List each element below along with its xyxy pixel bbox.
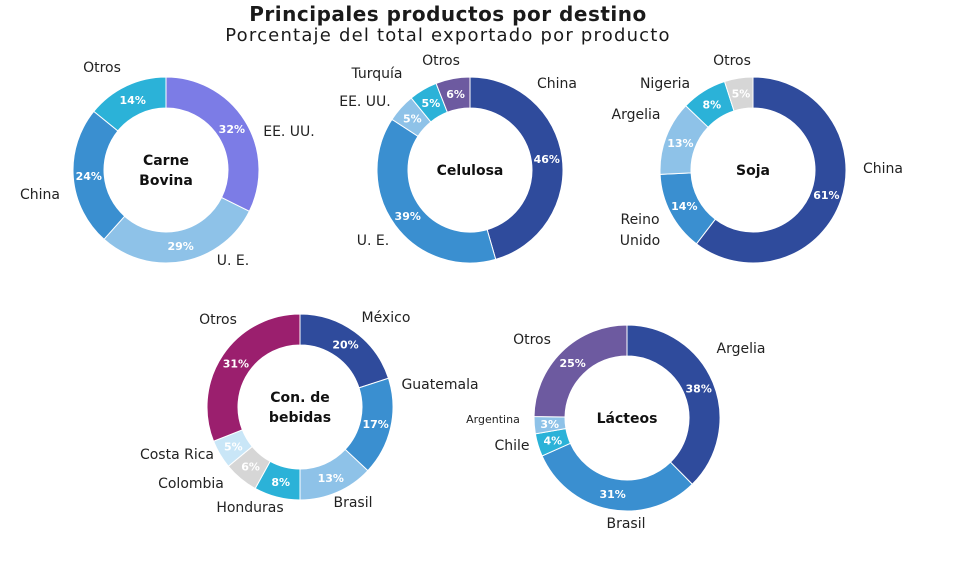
donut-center-label: Con. de (270, 390, 330, 406)
slice-value-label: 5% (224, 440, 243, 453)
donut-center-label: Lácteos (597, 411, 658, 427)
slice-value-label: 13% (667, 137, 693, 150)
slice-value-label: 6% (241, 461, 260, 474)
slice-value-label: 3% (540, 418, 559, 431)
slice-category-label: Argelia (612, 107, 661, 123)
slice-category-label: U. E. (217, 253, 249, 269)
slice-value-label: 5% (403, 112, 422, 125)
slice-category-label: Chile (494, 438, 529, 454)
slice-value-label: 5% (422, 97, 441, 110)
donut-slice (376, 118, 497, 264)
donut-chart: 46% China 39% U. E. 5% EE. UU. 5% Turquía 6% Otro… (339, 53, 577, 264)
donut-center-label: Bovina (139, 173, 193, 189)
slice-category-label: Brasil (333, 495, 372, 511)
slice-category-label: Argelia (717, 341, 766, 357)
slice-category-label: U. E. (357, 233, 389, 249)
slice-value-label: 46% (534, 153, 560, 166)
slice-value-label: 32% (219, 123, 245, 136)
donut-slice (695, 76, 847, 264)
slice-value-label: 17% (362, 418, 388, 431)
donut-slice (435, 76, 471, 113)
slice-category-label: China (863, 161, 903, 177)
donut-slice (533, 324, 628, 418)
donut-slice (165, 76, 260, 212)
slice-category-label: Brasil (606, 516, 645, 532)
slice-value-label: 29% (167, 240, 193, 253)
slice-category-label: Nigeria (640, 76, 690, 92)
slice-value-label: 13% (318, 472, 344, 485)
slice-category-label: Honduras (216, 500, 283, 516)
slice-category-label: Otros (422, 53, 460, 69)
slice-value-label: 25% (559, 357, 585, 370)
donut-slice (206, 313, 301, 442)
slice-category-label: EE. UU. (339, 94, 391, 110)
donut-center-label: Carne (143, 153, 189, 169)
slice-value-label: 14% (671, 200, 697, 213)
slice-category-label: Turquía (350, 66, 402, 82)
slice-category-label: EE. UU. (263, 124, 315, 140)
slice-category-label: Guatemala (401, 377, 478, 393)
slice-value-label: 5% (732, 87, 751, 100)
slice-category-label: Argentina (466, 413, 520, 426)
donut-chart: 38% Argelia 31% Brasil 4% Chile 3% Argentina 25%… (466, 324, 766, 532)
donut-center-label: bebidas (269, 410, 331, 426)
slice-category-label: Otros (199, 312, 237, 328)
donut-center-label: Soja (736, 163, 770, 179)
donut-slice (469, 76, 564, 260)
slice-value-label: 20% (332, 338, 358, 351)
slice-value-label: 6% (446, 88, 465, 101)
donut-center-label: Celulosa (437, 163, 504, 179)
slice-value-label: 8% (702, 98, 721, 111)
slice-value-label: 31% (223, 357, 249, 370)
slice-category-label: Costa Rica (140, 447, 214, 463)
donut-slice (723, 76, 754, 112)
slice-category-label: Otros (513, 332, 551, 348)
slice-value-label: 31% (599, 488, 625, 501)
slice-value-label: 39% (395, 210, 421, 223)
slice-category-label: Reino Unido (620, 212, 660, 249)
slice-category-label: Colombia (158, 476, 224, 492)
slice-value-label: 8% (271, 476, 290, 489)
slice-category-label: México (362, 310, 411, 326)
donut-chart: 32% EE. UU. 29% U. E. 24% China 14% Otros Carne B… (20, 60, 315, 269)
donut-chart: 20% México 17% Guatemala 13% Brasil 8% Honduras… (140, 310, 479, 516)
slice-category-label: Otros (83, 60, 121, 76)
slice-value-label: 24% (76, 170, 102, 183)
donut-slice (626, 324, 721, 485)
chart-title: Principales productos por destino (249, 2, 647, 26)
slice-value-label: 4% (544, 435, 563, 448)
chart-subtitle: Porcentaje del total exportado por produ… (225, 25, 671, 46)
slice-value-label: 14% (120, 94, 146, 107)
donut-slice (93, 76, 167, 132)
slice-category-label: Otros (713, 53, 751, 69)
slice-value-label: 61% (813, 189, 839, 202)
slice-category-label: China (20, 187, 60, 203)
donut-chart: 61% China 14% Reino Unido 13% Argelia 8% Nigeria… (612, 53, 903, 264)
slice-value-label: 38% (686, 383, 712, 396)
slice-category-label: China (537, 76, 577, 92)
